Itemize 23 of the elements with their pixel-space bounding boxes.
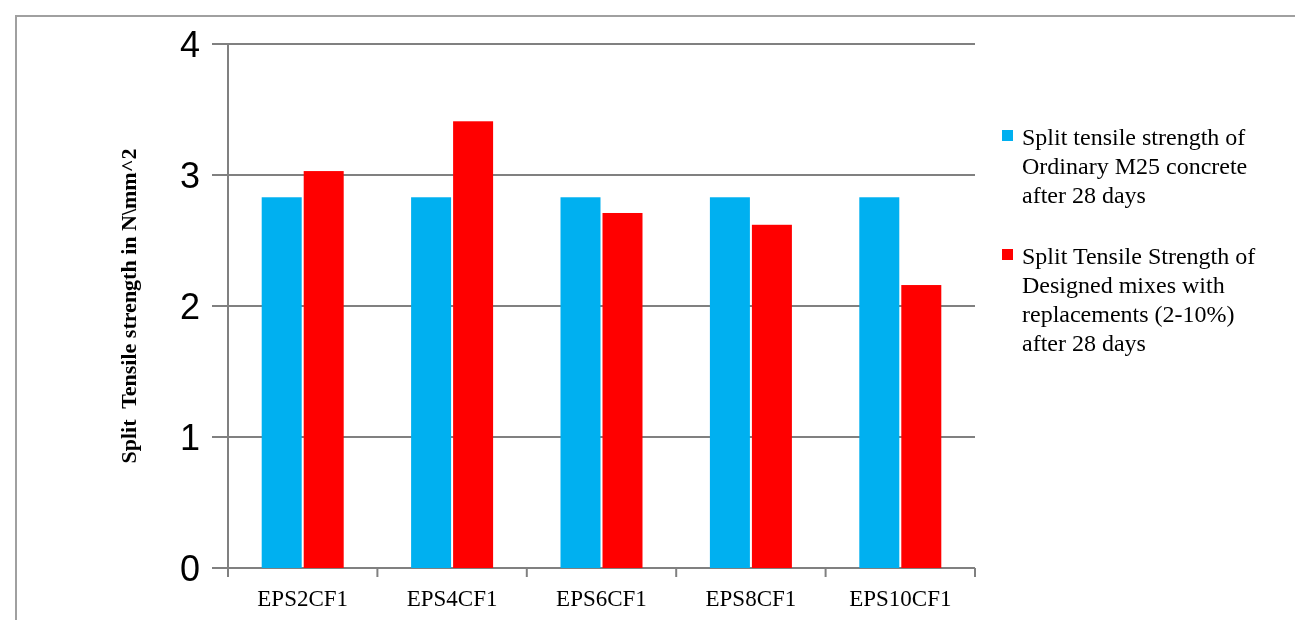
y-tick-label: 4 [179, 23, 200, 65]
y-tick-label: 0 [179, 547, 200, 589]
bar [560, 197, 601, 568]
x-tick-label: EPS6CF1 [556, 586, 647, 611]
legend-label: Split tensile strength of Ordinary M25 concrete after 28 days [1022, 124, 1248, 208]
x-tick-label: EPS2CF1 [257, 586, 349, 611]
bar [602, 212, 643, 568]
bar [859, 197, 900, 568]
y-axis-title: Split Tensile strength in N\mm^2 [116, 148, 141, 464]
y-tick-label: 2 [179, 285, 200, 327]
bar [453, 121, 494, 568]
bar [303, 171, 344, 568]
y-tick-label: 3 [179, 154, 200, 196]
bar [751, 224, 792, 568]
bar [901, 285, 942, 568]
bar [709, 197, 750, 568]
y-tick-label: 1 [179, 416, 200, 458]
x-tick-label: EPS8CF1 [705, 586, 797, 611]
bar [411, 197, 452, 568]
bar [261, 197, 302, 568]
x-tick-label: EPS4CF1 [406, 586, 498, 611]
x-tick-label: EPS10CF1 [849, 586, 952, 611]
legend-label: Split Tensile Strength of Designed mixes with replacements (2-10%) after 28 days [1022, 243, 1256, 356]
